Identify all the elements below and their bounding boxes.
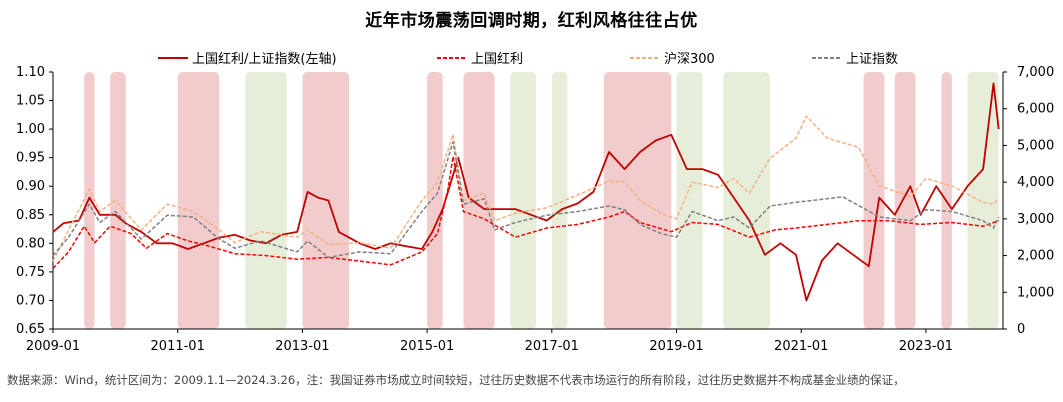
legend: 上国红利/上证指数(左轴) 上国红利 沪深300 上证指数 (158, 51, 898, 67)
red-band (110, 72, 126, 329)
series-line-1 (52, 155, 999, 269)
series-line-3 (52, 141, 1000, 259)
x-tick-label: 2011-01 (151, 339, 205, 354)
legend-label-0: 上国红利/上证指数(左轴) (192, 51, 337, 67)
right-tick-label: 2,000 (1017, 249, 1054, 264)
chart-title: 近年市场震荡回调时期，红利风格往往占优 (365, 11, 698, 31)
green-band (245, 72, 287, 329)
right-tick-label: 0 (1017, 322, 1025, 337)
red-band (427, 72, 443, 329)
left-tick-label: 0.95 (16, 151, 45, 166)
left-tick-label: 1.00 (16, 122, 45, 137)
left-tick-label: 0.70 (16, 293, 45, 308)
series-line-2 (52, 115, 1000, 262)
right-tick-label: 1,000 (1017, 285, 1054, 300)
left-tick-label: 0.65 (16, 322, 45, 337)
green-band (723, 72, 771, 329)
x-tick-label: 2021-01 (774, 339, 828, 354)
x-tick-label: 2009-01 (26, 339, 80, 354)
left-tick-label: 0.80 (16, 236, 45, 251)
right-tick-label: 5,000 (1017, 138, 1054, 153)
right-tick-label: 7,000 (1017, 65, 1054, 80)
legend-label-1: 上国红利 (471, 51, 523, 67)
x-tick-label: 2023-01 (899, 339, 953, 354)
series-line-0 (52, 82, 1000, 302)
left-tick-label: 0.90 (16, 179, 45, 194)
right-tick-label: 3,000 (1017, 212, 1054, 227)
green-band (967, 72, 999, 329)
red-band (603, 72, 672, 329)
legend-label-2: 沪深300 (664, 51, 715, 67)
left-tick-label: 1.10 (16, 65, 45, 80)
left-tick-label: 1.05 (16, 94, 45, 109)
left-tick-label: 0.75 (16, 265, 45, 280)
left-tick-label: 0.85 (16, 208, 45, 223)
footnote: 数据来源：Wind，统计区间为：2009.1.1—2024.3.26，注：我国证… (7, 373, 905, 387)
x-tick-label: 2013-01 (275, 339, 329, 354)
green-band (510, 72, 537, 329)
green-band (676, 72, 703, 329)
green-band (551, 72, 568, 329)
x-tick-label: 2019-01 (649, 339, 703, 354)
right-tick-label: 4,000 (1017, 175, 1054, 190)
red-band (894, 72, 916, 329)
legend-label-3: 上证指数 (846, 52, 898, 67)
red-band (177, 72, 220, 329)
right-tick-label: 6,000 (1017, 102, 1054, 117)
x-tick-label: 2017-01 (525, 339, 579, 354)
regime-bands (84, 72, 999, 329)
red-band (84, 72, 95, 329)
x-tick-label: 2015-01 (400, 339, 454, 354)
